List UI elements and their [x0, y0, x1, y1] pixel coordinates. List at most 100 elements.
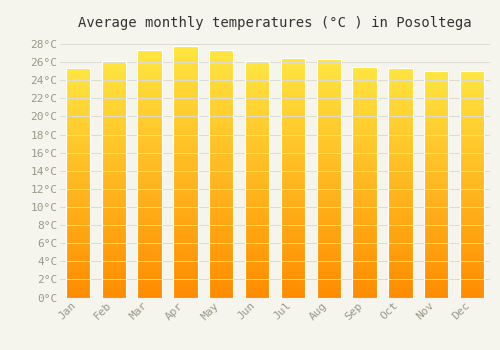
Bar	[316, 157, 341, 160]
Bar	[388, 265, 412, 268]
Bar	[424, 103, 448, 105]
Bar	[102, 83, 126, 85]
Bar	[66, 94, 90, 96]
Bar	[388, 146, 412, 148]
Bar	[280, 89, 305, 91]
Bar	[352, 258, 377, 260]
Bar	[245, 229, 270, 231]
Bar	[245, 248, 270, 250]
Bar	[138, 214, 162, 216]
Bar	[316, 126, 341, 128]
Bar	[388, 84, 412, 86]
Bar	[460, 248, 484, 250]
Bar	[388, 199, 412, 201]
Bar	[209, 251, 234, 253]
Bar	[280, 216, 305, 218]
Bar	[460, 245, 484, 248]
Bar	[424, 284, 448, 286]
Bar	[460, 228, 484, 230]
Bar	[460, 148, 484, 150]
Bar	[316, 276, 341, 279]
Bar	[66, 220, 90, 222]
Bar	[388, 219, 412, 222]
Bar	[388, 178, 412, 180]
Bar	[209, 233, 234, 236]
Bar	[316, 162, 341, 164]
Bar	[352, 99, 377, 101]
Bar	[66, 98, 90, 100]
Bar	[209, 258, 234, 260]
Bar	[352, 284, 377, 286]
Bar	[245, 255, 270, 257]
Bar	[352, 104, 377, 106]
Bar	[316, 135, 341, 138]
Bar	[138, 248, 162, 251]
Bar	[424, 182, 448, 184]
Bar	[388, 212, 412, 215]
Bar	[388, 162, 412, 164]
Bar	[280, 235, 305, 238]
Bar	[280, 110, 305, 113]
Bar	[138, 280, 162, 283]
Bar	[460, 254, 484, 257]
Bar	[209, 50, 234, 53]
Bar	[280, 250, 305, 252]
Bar	[316, 236, 341, 238]
Bar	[352, 180, 377, 182]
Bar	[424, 184, 448, 187]
Bar	[460, 71, 484, 298]
Bar	[352, 113, 377, 115]
Bar	[280, 254, 305, 257]
Bar	[138, 278, 162, 280]
Bar	[209, 270, 234, 273]
Bar	[138, 172, 162, 174]
Bar	[460, 168, 484, 171]
Bar	[173, 91, 198, 94]
Bar	[138, 152, 162, 154]
Bar	[102, 123, 126, 125]
Bar	[388, 82, 412, 84]
Bar	[316, 117, 341, 119]
Bar	[352, 134, 377, 136]
Bar	[352, 182, 377, 184]
Bar	[316, 224, 341, 226]
Bar	[280, 276, 305, 278]
Bar	[280, 67, 305, 70]
Bar	[245, 279, 270, 281]
Bar	[102, 94, 126, 97]
Bar	[245, 286, 270, 288]
Bar	[388, 293, 412, 295]
Bar	[66, 160, 90, 162]
Bar	[102, 196, 126, 198]
Bar	[316, 207, 341, 209]
Bar	[424, 153, 448, 155]
Bar	[460, 266, 484, 268]
Bar	[424, 200, 448, 202]
Bar	[138, 265, 162, 268]
Bar	[245, 222, 270, 224]
Bar	[352, 279, 377, 281]
Bar	[173, 262, 198, 265]
Bar	[209, 159, 234, 162]
Bar	[280, 209, 305, 211]
Bar	[352, 217, 377, 219]
Bar	[388, 256, 412, 258]
Bar	[388, 141, 412, 144]
Bar	[209, 176, 234, 179]
Bar	[173, 147, 198, 149]
Bar	[460, 114, 484, 117]
Bar	[102, 255, 126, 257]
Bar	[460, 275, 484, 277]
Bar	[280, 245, 305, 247]
Bar	[424, 119, 448, 121]
Bar	[173, 56, 198, 58]
Bar	[424, 236, 448, 239]
Bar	[352, 120, 377, 122]
Bar	[460, 223, 484, 225]
Bar	[460, 268, 484, 270]
Bar	[209, 60, 234, 63]
Bar	[245, 198, 270, 201]
Bar	[138, 112, 162, 115]
Bar	[352, 159, 377, 161]
Bar	[173, 255, 198, 257]
